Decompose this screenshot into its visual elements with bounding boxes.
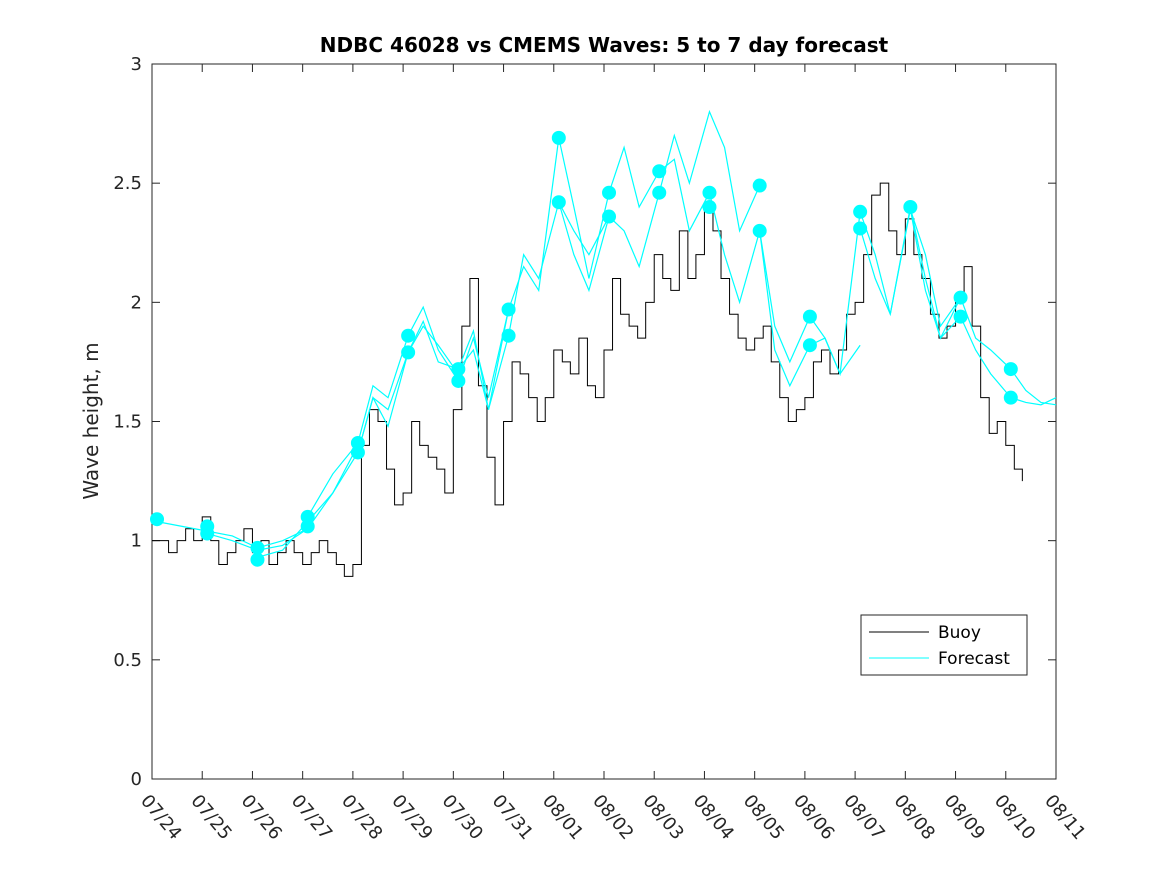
- forecast-marker: [300, 519, 315, 534]
- y-tick-label: 0.5: [113, 650, 142, 671]
- forecast-marker: [953, 309, 968, 324]
- forecast-marker: [802, 309, 817, 324]
- forecast-marker: [250, 552, 265, 567]
- forecast-marker: [602, 185, 617, 200]
- legend-buoy-label: Buoy: [938, 623, 981, 643]
- y-tick-label: 2: [131, 292, 142, 313]
- forecast-marker: [853, 204, 868, 219]
- forecast-marker: [903, 200, 918, 214]
- forecast-marker: [551, 130, 566, 145]
- y-tick-label: 1: [131, 531, 142, 552]
- forecast-marker: [702, 200, 717, 214]
- forecast-marker: [802, 338, 817, 353]
- forecast-marker: [250, 540, 265, 555]
- forecast-markers: [150, 130, 1018, 567]
- forecast-marker: [401, 328, 416, 343]
- buoy-line: [152, 182, 1023, 577]
- y-tick-label: 0: [131, 769, 142, 790]
- legend: Buoy Forecast: [860, 614, 1028, 676]
- forecast-marker: [501, 328, 516, 343]
- forecast-marker: [350, 445, 365, 460]
- forecast-marker: [401, 345, 416, 360]
- forecast-marker: [150, 512, 165, 527]
- forecast-marker: [451, 362, 466, 377]
- y-tick-label: 2.5: [113, 173, 142, 194]
- forecast-marker: [1003, 362, 1018, 377]
- forecast-marker: [451, 373, 466, 388]
- buoy-series: [152, 182, 1023, 577]
- forecast-marker: [702, 185, 717, 200]
- forecast-marker: [752, 178, 767, 193]
- forecast-run-line: [156, 521, 308, 549]
- forecast-marker: [752, 223, 767, 238]
- forecast-marker: [652, 164, 667, 179]
- forecast-marker: [602, 209, 617, 224]
- forecast-marker: [953, 290, 968, 305]
- legend-forecast-label: Forecast: [938, 649, 1010, 669]
- y-axis-label: Wave height, m: [79, 342, 103, 499]
- legend-box: [860, 614, 1028, 676]
- forecast-marker: [551, 195, 566, 210]
- y-tick-label: 3: [131, 54, 142, 75]
- y-tick-label: 1.5: [113, 412, 142, 433]
- forecast-marker: [501, 302, 516, 317]
- forecast-marker: [200, 526, 215, 541]
- chart-title: NDBC 46028 vs CMEMS Waves: 5 to 7 day fo…: [320, 33, 889, 57]
- forecast-run-line: [909, 209, 1057, 406]
- forecast-marker: [1003, 390, 1018, 405]
- forecast-marker: [853, 221, 868, 236]
- forecast-run-line: [357, 200, 610, 453]
- forecast-marker: [652, 185, 667, 200]
